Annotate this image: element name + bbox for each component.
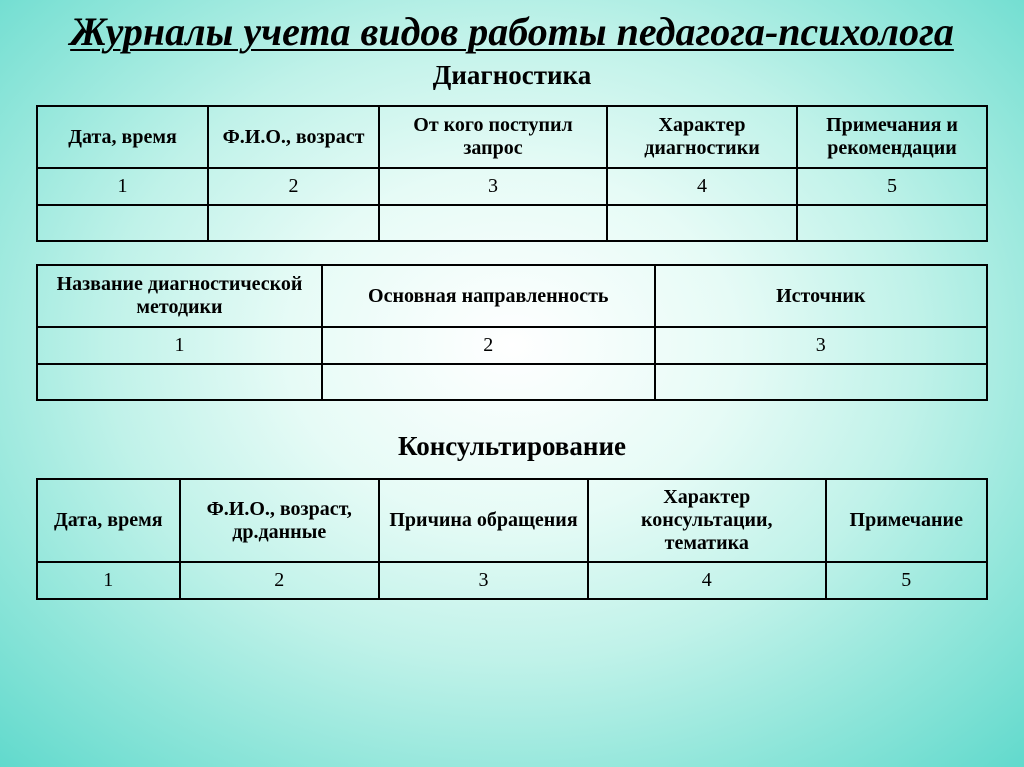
table-cell: 1 xyxy=(37,168,208,205)
table-header-row: Название диагностической методики Основн… xyxy=(37,265,987,327)
table-consulting: Дата, время Ф.И.О., возраст, др.данные П… xyxy=(36,478,988,600)
table-diagnostics-1: Дата, время Ф.И.О., возраст От кого пост… xyxy=(36,105,988,242)
table-cell xyxy=(322,364,655,400)
table-cell xyxy=(607,205,797,241)
table-cell xyxy=(379,205,607,241)
table-cell xyxy=(37,205,208,241)
table-cell: 3 xyxy=(379,168,607,205)
col-header: От кого поступил запрос xyxy=(379,106,607,168)
table-cell: 3 xyxy=(379,562,588,599)
table-diagnostics-2: Название диагностической методики Основн… xyxy=(36,264,988,401)
col-header: Причина обращения xyxy=(379,479,588,562)
table-cell: 5 xyxy=(826,562,988,599)
table-row: 1 2 3 xyxy=(37,327,987,364)
col-header: Примечания и рекомендации xyxy=(797,106,987,168)
col-header: Характер консультации, тематика xyxy=(588,479,826,562)
col-header: Ф.И.О., возраст xyxy=(208,106,379,168)
table-cell: 2 xyxy=(208,168,379,205)
table-cell xyxy=(37,364,322,400)
table-cell: 5 xyxy=(797,168,987,205)
col-header: Дата, время xyxy=(37,479,180,562)
table-header-row: Дата, время Ф.И.О., возраст, др.данные П… xyxy=(37,479,987,562)
table-cell: 2 xyxy=(322,327,655,364)
col-header: Источник xyxy=(655,265,988,327)
table-header-row: Дата, время Ф.И.О., возраст От кого пост… xyxy=(37,106,987,168)
section-diagnostics-title: Диагностика xyxy=(36,60,988,91)
col-header: Характер диагностики xyxy=(607,106,797,168)
table-row: 1 2 3 4 5 xyxy=(37,562,987,599)
table-cell xyxy=(208,205,379,241)
table-row xyxy=(37,364,987,400)
table-cell: 1 xyxy=(37,327,322,364)
table-cell: 1 xyxy=(37,562,180,599)
col-header: Основная направленность xyxy=(322,265,655,327)
col-header: Примечание xyxy=(826,479,988,562)
table-cell xyxy=(797,205,987,241)
page-title: Журналы учета видов работы педагога-псих… xyxy=(36,10,988,54)
table-cell xyxy=(655,364,988,400)
section-consulting-title: Консультирование xyxy=(36,431,988,462)
table-cell: 2 xyxy=(180,562,380,599)
col-header: Название диагностической методики xyxy=(37,265,322,327)
table-cell: 3 xyxy=(655,327,988,364)
col-header: Ф.И.О., возраст, др.данные xyxy=(180,479,380,562)
table-row: 1 2 3 4 5 xyxy=(37,168,987,205)
table-row xyxy=(37,205,987,241)
table-cell: 4 xyxy=(588,562,826,599)
table-cell: 4 xyxy=(607,168,797,205)
col-header: Дата, время xyxy=(37,106,208,168)
